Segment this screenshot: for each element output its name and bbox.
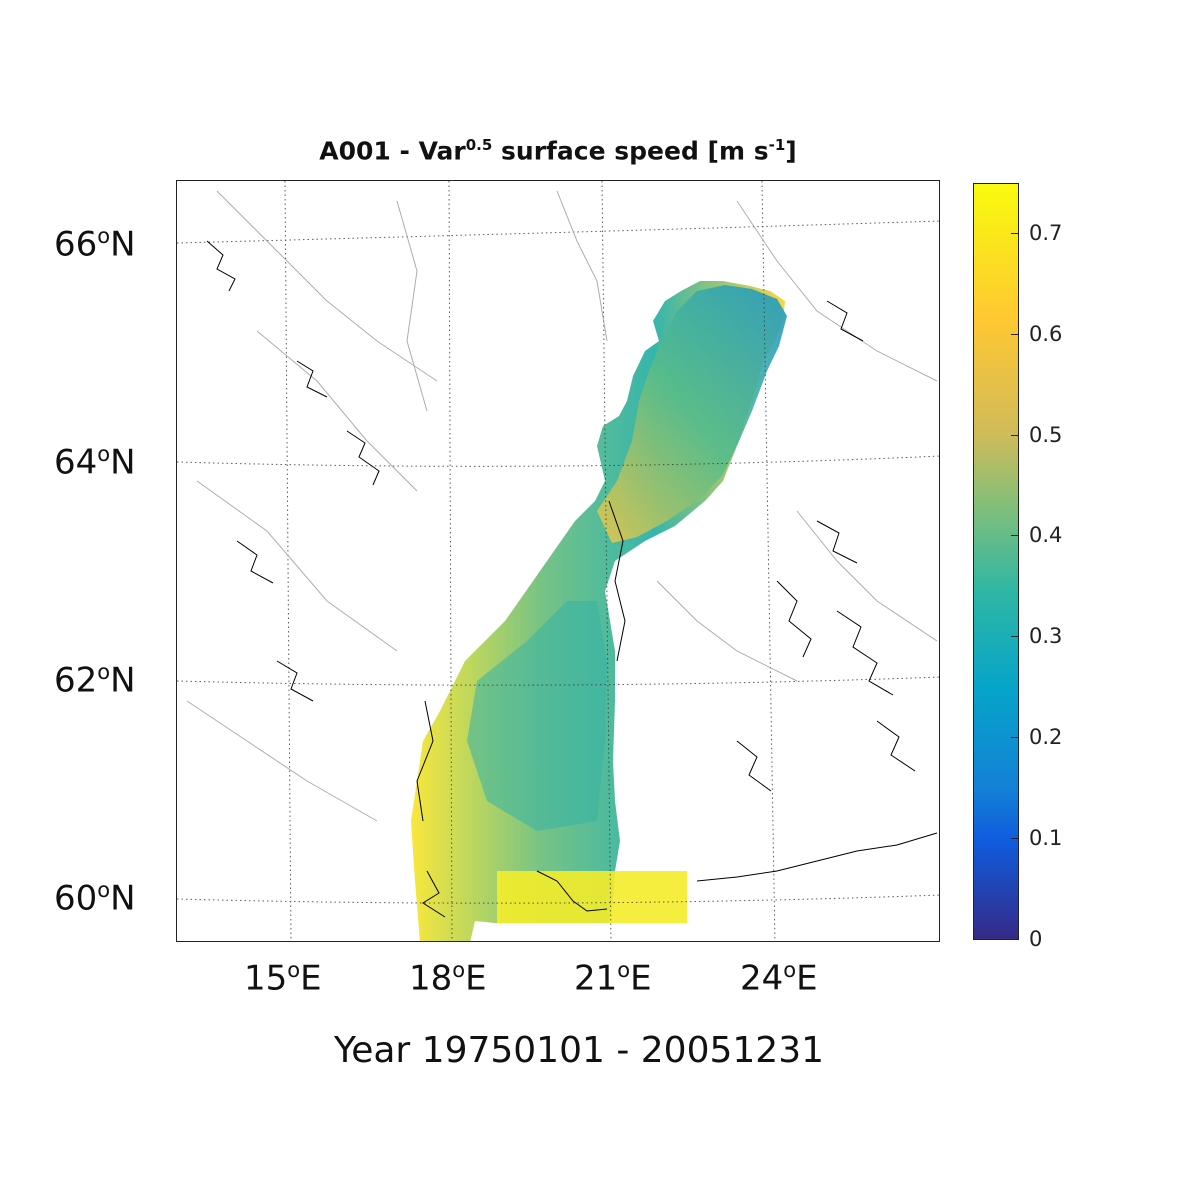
lon-15-hemi: E [300, 958, 322, 999]
lon-label-21: 21oE [574, 958, 652, 998]
lat-label-64: 64oN [54, 442, 136, 482]
lat-60-deg: 60 [54, 878, 98, 919]
title-middle: surface speed [m s [492, 136, 769, 166]
colorbar-tick-mark [1011, 435, 1019, 436]
lon-24-deg: 24 [740, 958, 784, 999]
lon-18-degree-mark: o [452, 958, 466, 982]
rivers-and-borders [186, 190, 938, 822]
period-label: Year 19750101 - 20051231 [334, 1030, 825, 1071]
colorbar-tick-label: 0.5 [1029, 423, 1063, 447]
lon-24-hemi: E [796, 958, 818, 999]
colorbar-tick-label: 0.3 [1029, 624, 1063, 648]
map-panel [176, 180, 940, 942]
lat-62-deg: 62 [54, 660, 98, 701]
colorbar-tick-label: 0.6 [1029, 322, 1063, 346]
graticule [177, 181, 939, 941]
coastlines [206, 240, 938, 918]
bothnian-bay-field [597, 285, 787, 543]
colorbar-tick-mark [1011, 535, 1019, 536]
lat-62-degree-mark: o [97, 660, 111, 684]
lon-15-degree-mark: o [287, 958, 301, 982]
colorbar-tick-label: 0.4 [1029, 523, 1063, 547]
title-exponent: 0.5 [465, 136, 493, 154]
colorbar-tick-mark [1011, 737, 1019, 738]
colorbar-tick-mark [1011, 838, 1019, 839]
lat-label-62: 62oN [54, 660, 136, 700]
colorbar [973, 183, 1019, 940]
lon-24-degree-mark: o [783, 958, 797, 982]
lat-60-hemi: N [110, 878, 136, 919]
colorbar-tick-mark [1011, 939, 1019, 940]
lon-21-hemi: E [630, 958, 652, 999]
lat-62-hemi: N [110, 660, 136, 701]
lon-21-deg: 21 [574, 958, 618, 999]
colorbar-tick-mark [1011, 334, 1019, 335]
lon-label-24: 24oE [740, 958, 818, 998]
lat-64-degree-mark: o [97, 442, 111, 466]
lat-64-hemi: N [110, 442, 136, 483]
map-title: A001 - Var0.5 surface speed [m s-1] [176, 136, 940, 165]
lon-18-deg: 18 [409, 958, 453, 999]
title-suffix: ] [785, 136, 797, 166]
lat-label-66: 66oN [54, 224, 136, 264]
lon-18-hemi: E [465, 958, 487, 999]
lon-label-15: 15oE [244, 958, 322, 998]
aland-strip [497, 871, 687, 923]
lon-21-degree-mark: o [617, 958, 631, 982]
colorbar-tick-label: 0 [1029, 927, 1043, 951]
colorbar-tick-mark [1011, 233, 1019, 234]
lat-66-deg: 66 [54, 224, 98, 265]
lat-66-degree-mark: o [97, 224, 111, 248]
colorbar-tick-mark [1011, 636, 1019, 637]
lon-15-deg: 15 [244, 958, 288, 999]
lat-64-deg: 64 [54, 442, 98, 483]
colorbar-tick-label: 0.2 [1029, 725, 1063, 749]
lat-label-60: 60oN [54, 878, 136, 918]
title-prefix: A001 - Var [319, 136, 466, 166]
title-unit-exponent: -1 [768, 136, 786, 154]
lat-60-degree-mark: o [97, 878, 111, 902]
colorbar-tick-label: 0.7 [1029, 221, 1063, 245]
lat-66-hemi: N [110, 224, 136, 265]
colorbar-tick-label: 0.1 [1029, 826, 1063, 850]
bothnian-sea-core [467, 601, 607, 831]
lon-label-18: 18oE [409, 958, 487, 998]
map-canvas [177, 181, 939, 941]
